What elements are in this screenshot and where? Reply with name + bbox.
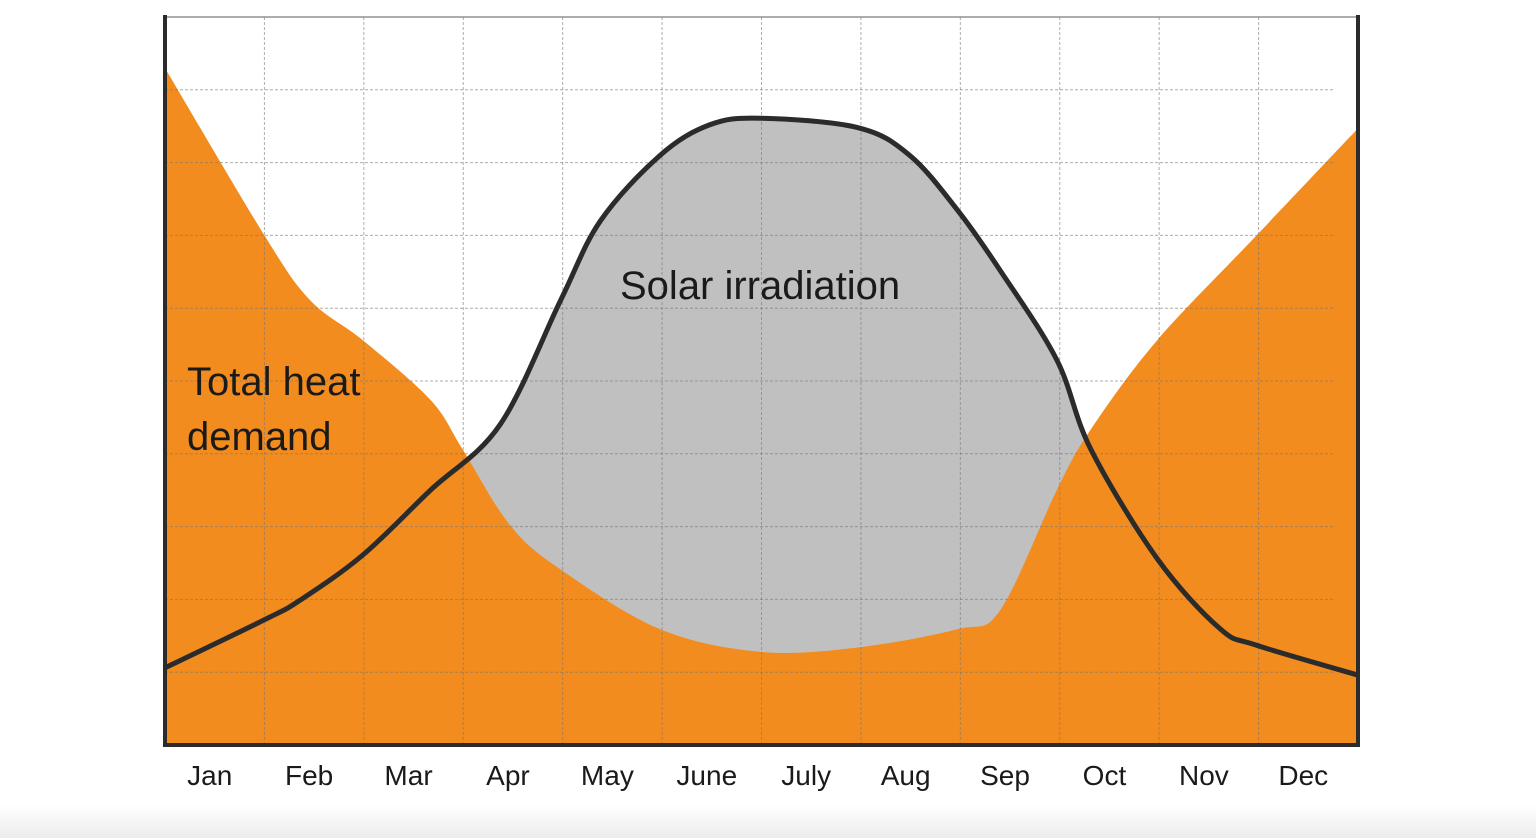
x-tick-label-sep: Sep — [980, 760, 1030, 791]
bottom-shadow — [0, 805, 1536, 838]
x-tick-label-feb: Feb — [285, 760, 333, 791]
x-tick-label-apr: Apr — [486, 760, 530, 791]
x-tick-label-july: July — [781, 760, 831, 791]
x-tick-label-oct: Oct — [1083, 760, 1127, 791]
x-tick-label-aug: Aug — [881, 760, 931, 791]
x-tick-label-may: May — [581, 760, 634, 791]
x-tick-label-june: June — [676, 760, 737, 791]
x-tick-label-jan: Jan — [187, 760, 232, 791]
heat-demand-area — [165, 67, 1358, 745]
heat-label-line2: demand — [187, 415, 332, 459]
x-tick-label-dec: Dec — [1278, 760, 1328, 791]
x-tick-label-mar: Mar — [384, 760, 432, 791]
solar-irradiation-line — [163, 115, 1359, 678]
solar-label: Solar irradiation — [620, 264, 900, 308]
x-tick-label-nov: Nov — [1179, 760, 1229, 791]
heat-label-line1: Total heat — [187, 360, 360, 404]
